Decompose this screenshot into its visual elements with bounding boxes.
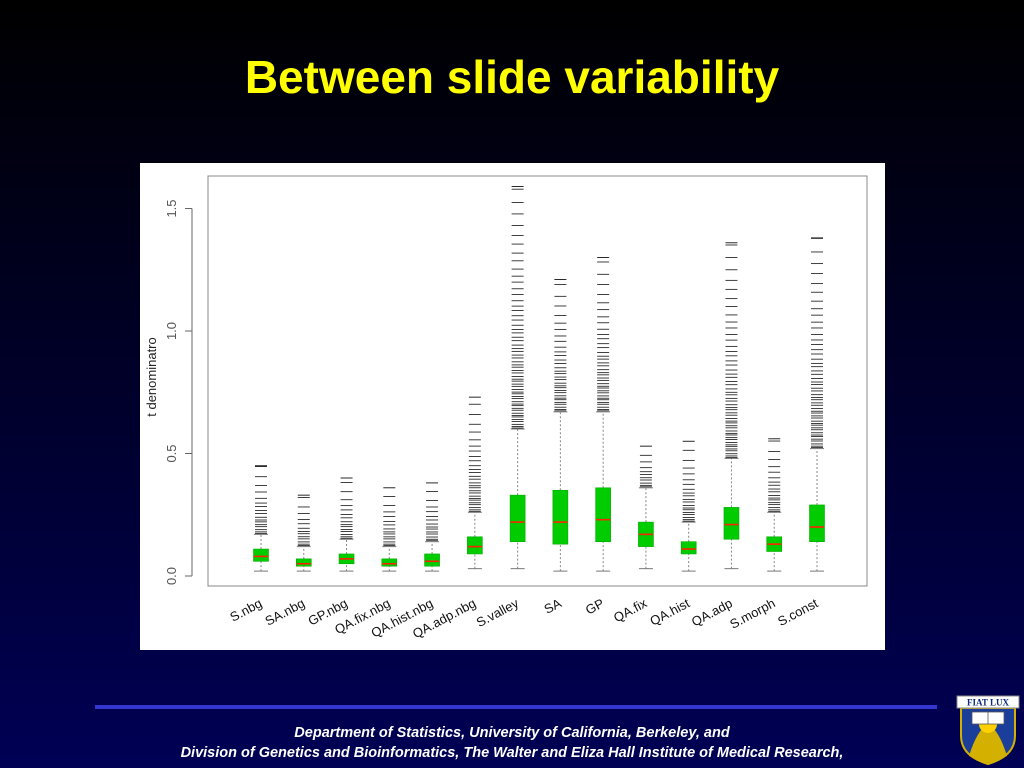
y-tick-label: 0.0 [164,567,179,585]
y-tick-label: 1.0 [164,322,179,340]
boxplot-chart: 0.0 0.5 1.0 1.5 t denominatro S.nbg SA.nbg GP.n… [140,163,885,650]
box-iqr [595,487,611,542]
box-QA.fix: QA.fix [611,445,654,625]
box-iqr [253,548,269,562]
footer-line-1: Department of Statistics, University of … [294,725,730,741]
x-tick-label: SA.nbg [262,595,307,628]
box-QA.adp: QA.adp [689,242,740,629]
footer-divider [95,705,937,709]
x-tick-label: S.const [775,595,821,629]
x-tick-label: QA.hist [647,595,692,628]
box-SA: SA [541,279,569,617]
box-iqr [809,504,825,543]
x-tick-label: SA [541,595,564,617]
box-iqr [295,558,312,567]
box-iqr [509,494,526,542]
box-S.const: S.const [775,237,825,629]
footer-line-2: Division of Genetics and Bioinformatics,… [180,745,844,761]
slide-title: Between slide variability [244,51,780,103]
x-tick-label: QA.adp [689,595,735,629]
box-S.nbg: S.nbg [227,465,269,625]
plot-frame [207,175,868,587]
box-iqr [381,558,398,567]
y-tick-label: 0.5 [164,444,179,462]
box-SA.nbg: SA.nbg [262,494,312,629]
x-tick-label: S.valley [474,595,522,630]
chart-canvas: 0.0 0.5 1.0 1.5 t denominatro S.nbgSA.nbgGP.n… [144,175,868,641]
box-iqr [424,553,440,567]
x-tick-label: QA.fix [611,595,650,625]
logo-motto: FIAT LUX [967,698,1009,708]
x-tick-label: GP [583,595,607,617]
box-S.valley: S.valley [474,186,526,630]
box-GP.nbg: GP.nbg [305,477,355,629]
box-iqr [680,541,697,555]
box-GP: GP [583,257,611,617]
box-QA.hist: QA.hist [647,440,697,629]
university-crest-icon: FIAT LUX [956,695,1020,766]
footer-affiliation: Department of Statistics, University of … [0,723,1024,763]
box-iqr [723,507,740,540]
x-tick-label: S.morph [727,595,777,631]
box-iqr [552,489,569,545]
box-iqr [467,536,483,555]
y-tick-label: 1.5 [164,199,179,217]
y-axis-label: t denominatro [144,337,159,417]
x-tick-label: S.nbg [227,595,264,624]
